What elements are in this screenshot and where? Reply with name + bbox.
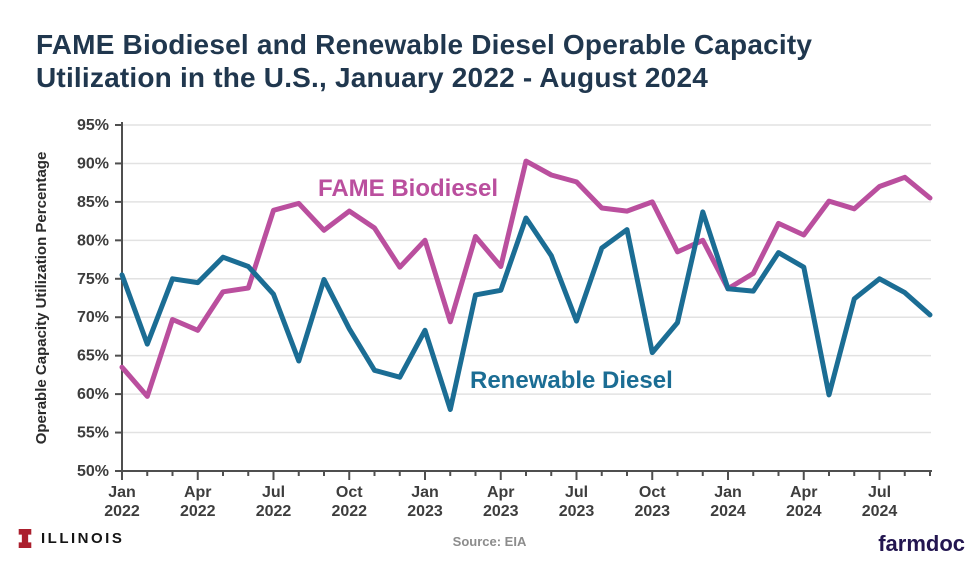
x-tick-label-month: Jul (565, 484, 588, 501)
y-tick-label: 70% (77, 309, 109, 326)
x-tick-label-month: Apr (184, 484, 212, 501)
illinois-wordmark: ILLINOIS (41, 530, 125, 547)
y-tick-label: 80% (77, 232, 109, 249)
fame-biodiesel-line (119, 158, 933, 399)
y-tick-label: 60% (77, 386, 109, 403)
x-tick-label-month: Apr (790, 484, 818, 501)
x-tick-label-year: 2024 (862, 503, 898, 520)
y-tick-label: 90% (77, 155, 109, 172)
x-tick-label-month: Jul (868, 484, 891, 501)
illinois-logo: ILLINOIS (18, 529, 124, 548)
y-tick-label: 65% (77, 348, 109, 365)
x-tick-label-year: 2023 (407, 503, 443, 520)
x-tick-label-month: Apr (487, 484, 515, 501)
x-tick-label-year: 2023 (483, 503, 519, 520)
y-tick-label: 50% (77, 463, 109, 480)
x-tick-label-year: 2022 (104, 503, 140, 520)
fame-biodiesel-label: FAME Biodiesel (318, 175, 498, 202)
x-tick-label-month: Jan (714, 484, 742, 501)
x-axis: Jan 2022 Apr 2022 Jul 2022 Oct 2022 Jan 2023 Apr 20… (104, 471, 931, 520)
y-tick-label: 95% (77, 117, 109, 134)
renewable-diesel-label: Renewable Diesel (470, 367, 673, 394)
x-tick-label-month: Jan (108, 484, 136, 501)
x-tick-label-month: Oct (336, 484, 363, 501)
y-tick-label: 55% (77, 425, 109, 442)
x-tick-label-year: 2024 (710, 503, 746, 520)
farmdoc-logo: farmdoc (878, 531, 965, 556)
chart-title: FAME Biodiesel and Renewable Diesel Oper… (36, 28, 812, 94)
chart-title-line2: Utilization in the U.S., January 2022 - … (36, 62, 709, 93)
y-tick-label: 85% (77, 194, 109, 211)
y-axis: 50% 55% 60% 65% 70% 75% 80% 85% 90% 95% (77, 117, 122, 480)
x-tick-label-year: 2022 (256, 503, 292, 520)
y-tick-label: 75% (77, 271, 109, 288)
illinois-block-i-icon (18, 529, 32, 548)
x-tick-label-year: 2023 (559, 503, 595, 520)
x-tick-label-year: 2024 (786, 503, 822, 520)
source-note: Source: EIA (452, 534, 527, 549)
x-tick-label-month: Jan (411, 484, 439, 501)
x-tick-label-year: 2022 (180, 503, 216, 520)
x-tick-label-month: Jul (262, 484, 285, 501)
x-tick-label-year: 2023 (634, 503, 670, 520)
x-tick-label-year: 2022 (331, 503, 367, 520)
renewable-diesel-line (119, 209, 933, 412)
chart-title-line1: FAME Biodiesel and Renewable Diesel Oper… (36, 29, 813, 60)
y-axis-label: Operable Capacity Utilization Percentage (33, 152, 50, 445)
x-tick-label-month: Oct (639, 484, 666, 501)
